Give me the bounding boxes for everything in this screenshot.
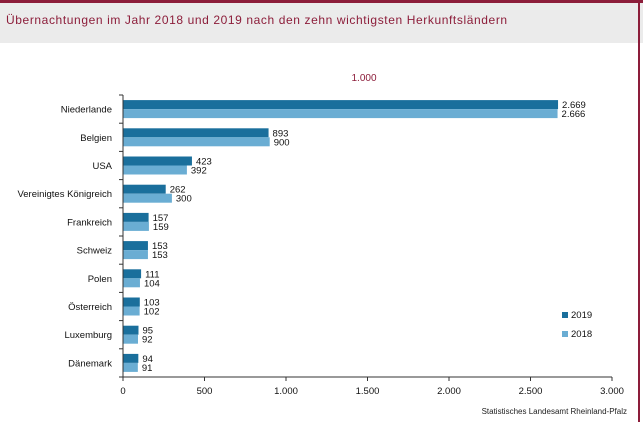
- bar-2018: [123, 306, 140, 316]
- x-tick-label: 1.000: [274, 386, 298, 397]
- bar-2019: [123, 212, 149, 222]
- data-label-2019: 2.669: [562, 100, 586, 111]
- bar-2018: [123, 334, 138, 344]
- legend-label-2018: 2018: [571, 329, 592, 340]
- data-label-2019: 157: [153, 213, 169, 224]
- x-tick-label: 500: [197, 386, 213, 397]
- bar-2019: [123, 100, 559, 110]
- category-label: Schweiz: [77, 246, 113, 257]
- bar-2019: [123, 353, 139, 363]
- bar-2019: [123, 128, 269, 138]
- top-accent-rule: [0, 0, 643, 3]
- x-tick-label: 3.000: [600, 386, 624, 397]
- category-label: Polen: [88, 274, 112, 285]
- data-label-2018: 91: [142, 363, 153, 374]
- data-label-2018: 300: [176, 194, 192, 205]
- category-label: Dänemark: [68, 358, 112, 369]
- right-accent-rule: [638, 0, 640, 422]
- category-label: Österreich: [68, 302, 112, 313]
- chart-title: Übernachtungen im Jahr 2018 und 2019 nac…: [6, 13, 508, 27]
- data-label-2018: 153: [152, 250, 168, 261]
- bar-2019: [123, 241, 148, 251]
- bar-2018: [123, 362, 138, 372]
- category-label: Niederlande: [61, 105, 112, 116]
- x-tick-label: 0: [120, 386, 125, 397]
- data-label-2019: 893: [273, 128, 289, 139]
- data-label-2019: 153: [152, 241, 168, 252]
- legend: 2019 2018: [562, 310, 592, 340]
- category-label: Frankreich: [67, 217, 112, 228]
- bar-2019: [123, 156, 192, 166]
- data-label-2018: 159: [153, 222, 169, 233]
- data-label-2018: 392: [191, 166, 207, 177]
- bar-2019: [123, 325, 139, 335]
- data-label-2019: 423: [196, 157, 212, 168]
- data-label-2018: 104: [144, 278, 160, 289]
- data-label-2018: 92: [142, 335, 153, 346]
- legend-swatch-2018: [562, 331, 568, 337]
- legend-label-2019: 2019: [571, 310, 592, 321]
- category-label: Luxemburg: [64, 330, 112, 341]
- unit-label: 1.000: [351, 73, 376, 84]
- bar-2019: [123, 297, 140, 307]
- bar-2018: [123, 278, 140, 288]
- data-label-2018: 2.666: [562, 109, 586, 120]
- source-note: Statistisches Landesamt Rheinland-Pfalz: [482, 407, 627, 416]
- bar-2018: [123, 165, 187, 175]
- bar-2018: [123, 137, 270, 147]
- bar-2018: [123, 193, 172, 203]
- x-tick-label: 1.500: [356, 386, 380, 397]
- category-label: USA: [92, 161, 112, 172]
- legend-swatch-2019: [562, 312, 568, 318]
- axes: Niederlande Belgien USA Vereinigtes Königre…: [17, 94, 624, 397]
- data-label-2019: 111: [145, 269, 159, 280]
- data-label-2019: 94: [142, 354, 153, 365]
- x-tick-label: 2.500: [519, 386, 543, 397]
- bar-2018: [123, 221, 149, 231]
- bar-2019: [123, 184, 166, 194]
- data-label-2019: 103: [144, 298, 160, 309]
- data-label-2019: 262: [170, 185, 186, 196]
- x-tick-label: 2.000: [437, 386, 461, 397]
- bar-2018: [123, 109, 558, 119]
- bar-2019: [123, 269, 142, 279]
- data-label-2019: 95: [142, 326, 153, 337]
- category-label: Belgien: [80, 133, 112, 144]
- data-label-2018: 900: [274, 137, 290, 148]
- data-label-2018: 102: [144, 307, 160, 318]
- category-label: Vereinigtes Königreich: [17, 189, 112, 200]
- bar-2018: [123, 250, 148, 260]
